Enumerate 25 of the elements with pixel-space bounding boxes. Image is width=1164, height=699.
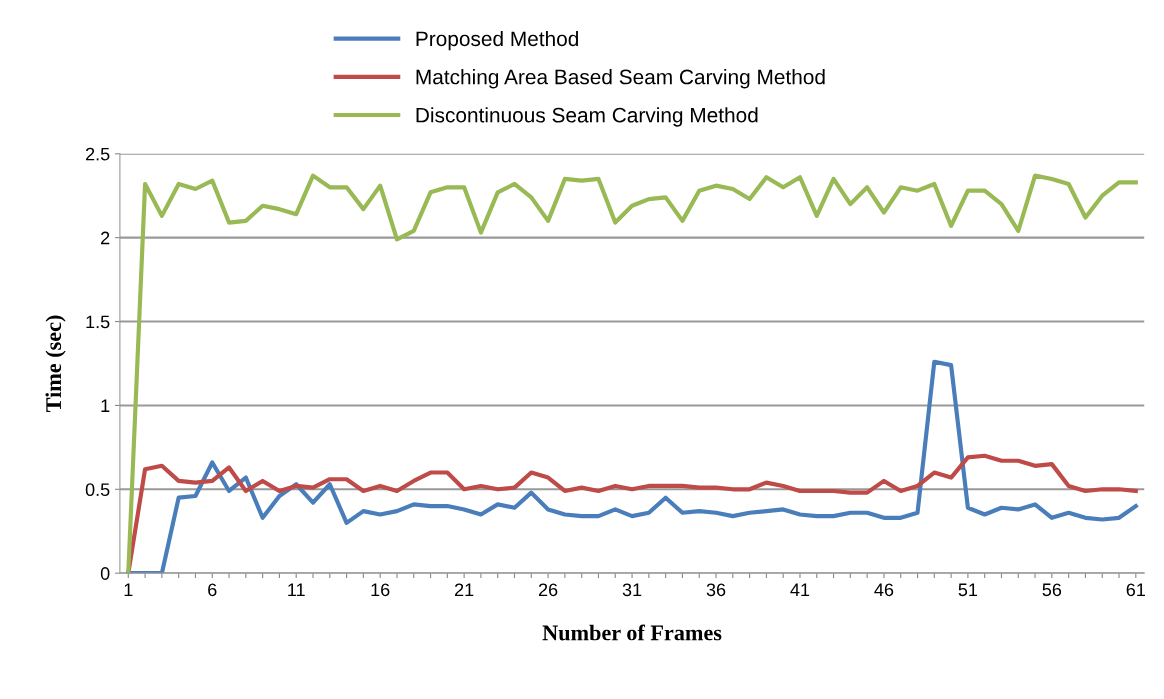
x-axis-title: Number of Frames: [542, 624, 722, 641]
x-tick-label: 51: [958, 583, 978, 597]
x-tick-label: 31: [622, 583, 642, 597]
y-axis-title: Time (sec): [45, 315, 66, 412]
x-tick-label: 61: [1126, 583, 1145, 597]
x-tick-label: 6: [208, 583, 217, 597]
x-tick-label: 56: [1042, 583, 1062, 597]
x-tick-label: 1: [124, 583, 133, 596]
x-tick-label: 36: [706, 583, 726, 597]
y-tick-label: 1.5: [86, 315, 110, 329]
y-tick-label: 2.5: [85, 147, 110, 161]
x-tick-label: 41: [790, 583, 810, 596]
legend-label: Proposed Method: [416, 30, 578, 51]
y-tick-label: 1: [101, 399, 110, 412]
y-tick-label: 0.5: [85, 483, 110, 497]
y-tick-label: 2: [101, 231, 110, 245]
x-tick-label: 11: [288, 583, 305, 596]
x-tick-label: 21: [455, 583, 474, 596]
x-tick-label: 16: [371, 583, 390, 597]
y-tick-label: 0: [100, 567, 110, 580]
legend-label: Matching Area Based Seam Carving Method: [416, 69, 825, 89]
x-tick-label: 26: [538, 583, 558, 597]
legend-label: Discontinuous Seam Carving Method: [416, 107, 758, 127]
x-tick-label: 46: [874, 583, 894, 597]
line-series: [126, 173, 1138, 574]
